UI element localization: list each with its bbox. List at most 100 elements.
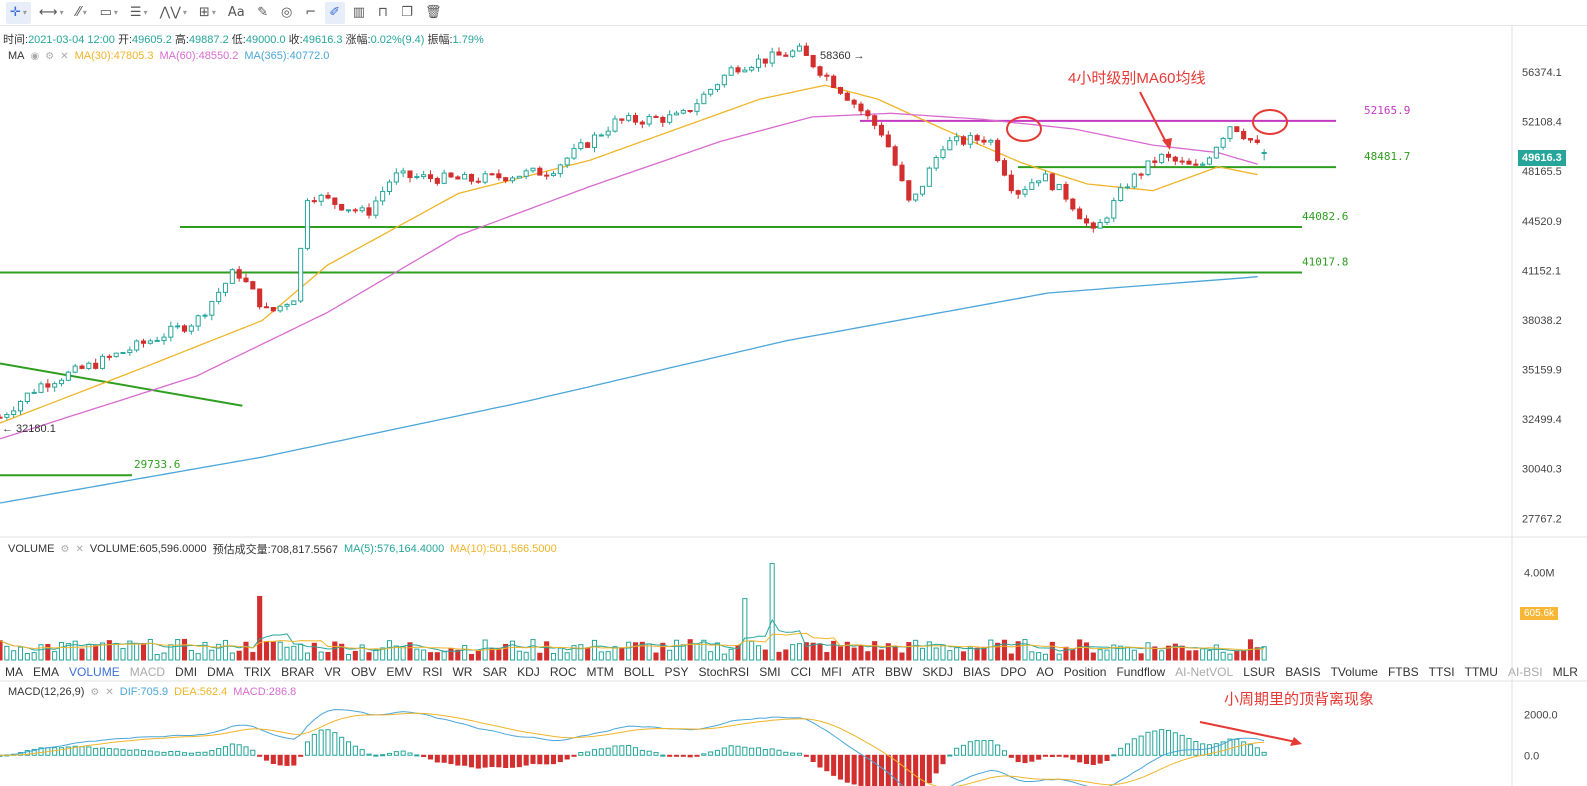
close-icon[interactable]: ✕ <box>60 50 69 62</box>
show-hide-icon[interactable]: ▥ <box>352 5 365 20</box>
pattern-icon[interactable]: ⋀⋁ ▾ <box>159 5 187 20</box>
indicator-tab-stochrsi[interactable]: StochRSI <box>698 665 750 679</box>
candle-body <box>824 74 830 77</box>
indicator-tab-mlr[interactable]: MLR <box>1552 665 1578 679</box>
indicator-tab-ai-netvol[interactable]: AI-NetVOL <box>1175 665 1234 679</box>
chevron-down-icon[interactable]: ▾ <box>22 8 27 17</box>
indicator-tab-bbw[interactable]: BBW <box>885 665 913 679</box>
indicator-tab-smi[interactable]: SMI <box>759 665 781 679</box>
indicator-tab-basis[interactable]: BASIS <box>1285 665 1321 679</box>
indicator-tab-tvolume[interactable]: TVolume <box>1330 665 1378 679</box>
indicator-tab-ma[interactable]: MA <box>5 665 23 679</box>
indicator-tab-vr[interactable]: VR <box>324 665 342 679</box>
indicator-tab-boll[interactable]: BOLL <box>623 665 655 679</box>
copy-icon[interactable]: ❐ <box>401 5 413 20</box>
volume-bar <box>530 639 536 661</box>
close-icon[interactable]: ✕ <box>75 543 84 555</box>
candle-body <box>564 157 570 166</box>
chevron-down-icon[interactable]: ▾ <box>211 8 216 17</box>
chevron-down-icon[interactable]: ▾ <box>143 8 148 17</box>
indicator-tab-cci[interactable]: CCI <box>790 665 812 679</box>
crosshair-icon[interactable]: ✛ ▾ <box>6 1 31 24</box>
trash-icon[interactable]: 🗑 <box>424 5 442 20</box>
indicator-tab-lsur[interactable]: LSUR <box>1243 665 1276 679</box>
horizontal-ray-icon[interactable]: ⟷ ▾ <box>38 5 64 20</box>
candle-body <box>591 134 598 148</box>
macd-histogram-bar <box>591 749 598 756</box>
indicator-tab-dpo[interactable]: DPO <box>1000 665 1027 679</box>
volume-bar <box>448 647 454 661</box>
indicator-tab-obv[interactable]: OBV <box>351 665 377 679</box>
indicator-tab-mtm[interactable]: MTM <box>586 665 614 679</box>
text-icon[interactable]: Aa <box>227 5 245 20</box>
volume-bar <box>1070 649 1076 661</box>
ruler-icon[interactable]: ⌐ <box>305 5 317 20</box>
candle <box>1124 183 1131 190</box>
indicator-tab-ttmu[interactable]: TTMU <box>1464 665 1498 679</box>
volume-bar <box>175 639 181 661</box>
candle <box>892 144 898 167</box>
indicator-tab-ftbs[interactable]: FTBS <box>1387 665 1419 679</box>
indicator-tab-rsi[interactable]: RSI <box>422 665 443 679</box>
volume-bar <box>919 647 926 661</box>
volume-bar <box>325 651 331 661</box>
indicator-tab-sar[interactable]: SAR <box>482 665 508 679</box>
macd-histogram-bar <box>796 752 803 756</box>
indicator-tab-kdj[interactable]: KDJ <box>517 665 540 679</box>
macd-histogram-bar <box>585 751 591 756</box>
macd-histogram-bar <box>168 751 174 756</box>
trend-line-icon[interactable]: ⁄⁄ ▾ <box>76 5 87 20</box>
candle-body <box>1029 182 1035 190</box>
measure-icon[interactable]: ⊞ ▾ <box>198 5 216 20</box>
indicator-tab-brar[interactable]: BRAR <box>281 665 315 679</box>
volume-bar <box>1077 639 1083 661</box>
volume-legend: VOLUME ⚙ ✕ VOLUME:605,596.0000 预估成交量:708… <box>8 541 563 557</box>
chevron-down-icon[interactable]: ▾ <box>182 8 187 17</box>
chevron-down-icon[interactable]: ▾ <box>59 8 64 17</box>
settings-icon[interactable]: ⚙ <box>60 543 70 555</box>
rectangle-icon[interactable]: ▭ ▾ <box>99 5 118 20</box>
chevron-down-icon[interactable]: ▾ <box>113 8 118 17</box>
indicator-tab-atr[interactable]: ATR <box>851 665 876 679</box>
fib-lines-icon[interactable]: ☰ ▾ <box>129 5 148 20</box>
indicator-tab-mfi[interactable]: MFI <box>821 665 842 679</box>
volume-bar <box>1015 641 1021 661</box>
lock-icon[interactable]: ⊓ <box>377 5 389 20</box>
candle <box>263 302 270 309</box>
indicator-tab-dma[interactable]: DMA <box>207 665 234 679</box>
candle-body <box>653 115 659 118</box>
indicator-tab-bias[interactable]: BIAS <box>963 665 991 679</box>
close-icon[interactable]: ✕ <box>105 686 114 698</box>
indicator-tab-ttsi[interactable]: TTSI <box>1428 665 1455 679</box>
candle <box>865 109 871 120</box>
indicator-tab-ema[interactable]: EMA <box>33 665 60 679</box>
macd-histogram-bar <box>318 729 324 756</box>
candle <box>612 115 618 133</box>
indicator-tab-dmi[interactable]: DMI <box>175 665 198 679</box>
indicator-tab-ai-bsi[interactable]: AI-BSI <box>1507 665 1543 679</box>
candle <box>154 336 160 342</box>
eye-icon[interactable]: ◉ <box>30 50 40 62</box>
settings-icon[interactable]: ⚙ <box>90 686 100 698</box>
candle-body <box>612 118 618 132</box>
candle <box>250 280 256 290</box>
magnet-icon[interactable]: ◎ <box>281 5 293 20</box>
indicator-tab-emv[interactable]: EMV <box>386 665 413 679</box>
indicator-tab-roc[interactable]: ROC <box>549 665 577 679</box>
indicator-tab-ao[interactable]: AO <box>1036 665 1054 679</box>
indicator-tab-skdj[interactable]: SKDJ <box>922 665 954 679</box>
brush-icon[interactable]: ✎ <box>257 5 269 20</box>
chevron-down-icon[interactable]: ▾ <box>82 8 87 17</box>
volume-bar <box>954 647 960 661</box>
indicator-tab-volume[interactable]: VOLUME <box>69 665 120 679</box>
indicator-tab-psy[interactable]: PSY <box>664 665 689 679</box>
settings-icon[interactable]: ⚙ <box>45 50 55 62</box>
indicator-tab-trix[interactable]: TRIX <box>243 665 272 679</box>
indicator-tab-fundflow[interactable]: Fundflow <box>1116 665 1166 679</box>
indicator-tab-macd[interactable]: MACD <box>129 665 166 679</box>
candle <box>1049 173 1055 192</box>
indicator-tab-position[interactable]: Position <box>1063 665 1107 679</box>
indicator-tab-wr[interactable]: WR <box>452 665 473 679</box>
draw-mode-icon[interactable]: ✐ <box>324 1 345 24</box>
